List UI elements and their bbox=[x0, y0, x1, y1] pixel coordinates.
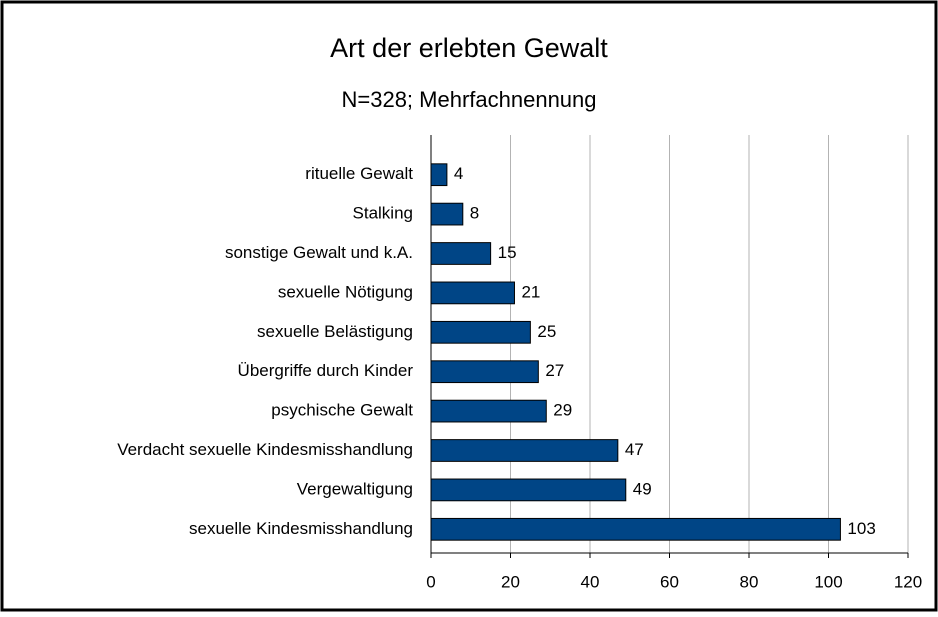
bar bbox=[430, 399, 547, 423]
data-label: 47 bbox=[625, 440, 644, 459]
y-tick-label: Übergriffe durch Kinder bbox=[238, 361, 414, 380]
bar bbox=[430, 163, 448, 187]
bar bbox=[430, 360, 539, 384]
x-tick-label: 20 bbox=[501, 572, 520, 591]
bar bbox=[430, 439, 619, 462]
data-label: 21 bbox=[521, 282, 540, 301]
data-label: 8 bbox=[470, 204, 479, 223]
y-tick-label: sexuelle Kindesmisshandlung bbox=[189, 519, 413, 538]
y-tick-label: psychische Gewalt bbox=[271, 401, 413, 420]
x-tick-label: 100 bbox=[814, 572, 842, 591]
y-tick-label: Vergewaltigung bbox=[297, 479, 413, 498]
y-tick-label: Verdacht sexuelle Kindesmisshandlung bbox=[117, 440, 413, 459]
bar bbox=[430, 478, 627, 502]
data-label: 49 bbox=[633, 479, 652, 498]
bar bbox=[430, 281, 515, 305]
chart-subtitle: N=328; Mehrfachnennung bbox=[341, 87, 596, 112]
bar bbox=[430, 320, 531, 344]
y-tick-label: sonstige Gewalt und k.A. bbox=[225, 243, 413, 262]
data-label: 29 bbox=[553, 401, 572, 420]
x-tick-label: 120 bbox=[894, 572, 922, 591]
x-tick-label: 40 bbox=[581, 572, 600, 591]
x-tick-label: 80 bbox=[740, 572, 759, 591]
x-tick-label: 0 bbox=[426, 572, 435, 591]
data-label: 27 bbox=[545, 361, 564, 380]
data-label: 4 bbox=[454, 164, 463, 183]
data-label: 15 bbox=[498, 243, 517, 262]
bar bbox=[430, 242, 492, 265]
y-tick-label: rituelle Gewalt bbox=[305, 164, 413, 183]
bar bbox=[430, 202, 464, 226]
data-label: 25 bbox=[537, 322, 556, 341]
data-label: 103 bbox=[847, 519, 875, 538]
x-tick-label: 60 bbox=[660, 572, 679, 591]
chart-title: Art der erlebten Gewalt bbox=[330, 33, 608, 63]
y-tick-label: sexuelle Belästigung bbox=[257, 322, 413, 341]
y-tick-label: Stalking bbox=[353, 204, 413, 223]
bar bbox=[430, 517, 841, 541]
y-tick-label: sexuelle Nötigung bbox=[278, 282, 413, 301]
